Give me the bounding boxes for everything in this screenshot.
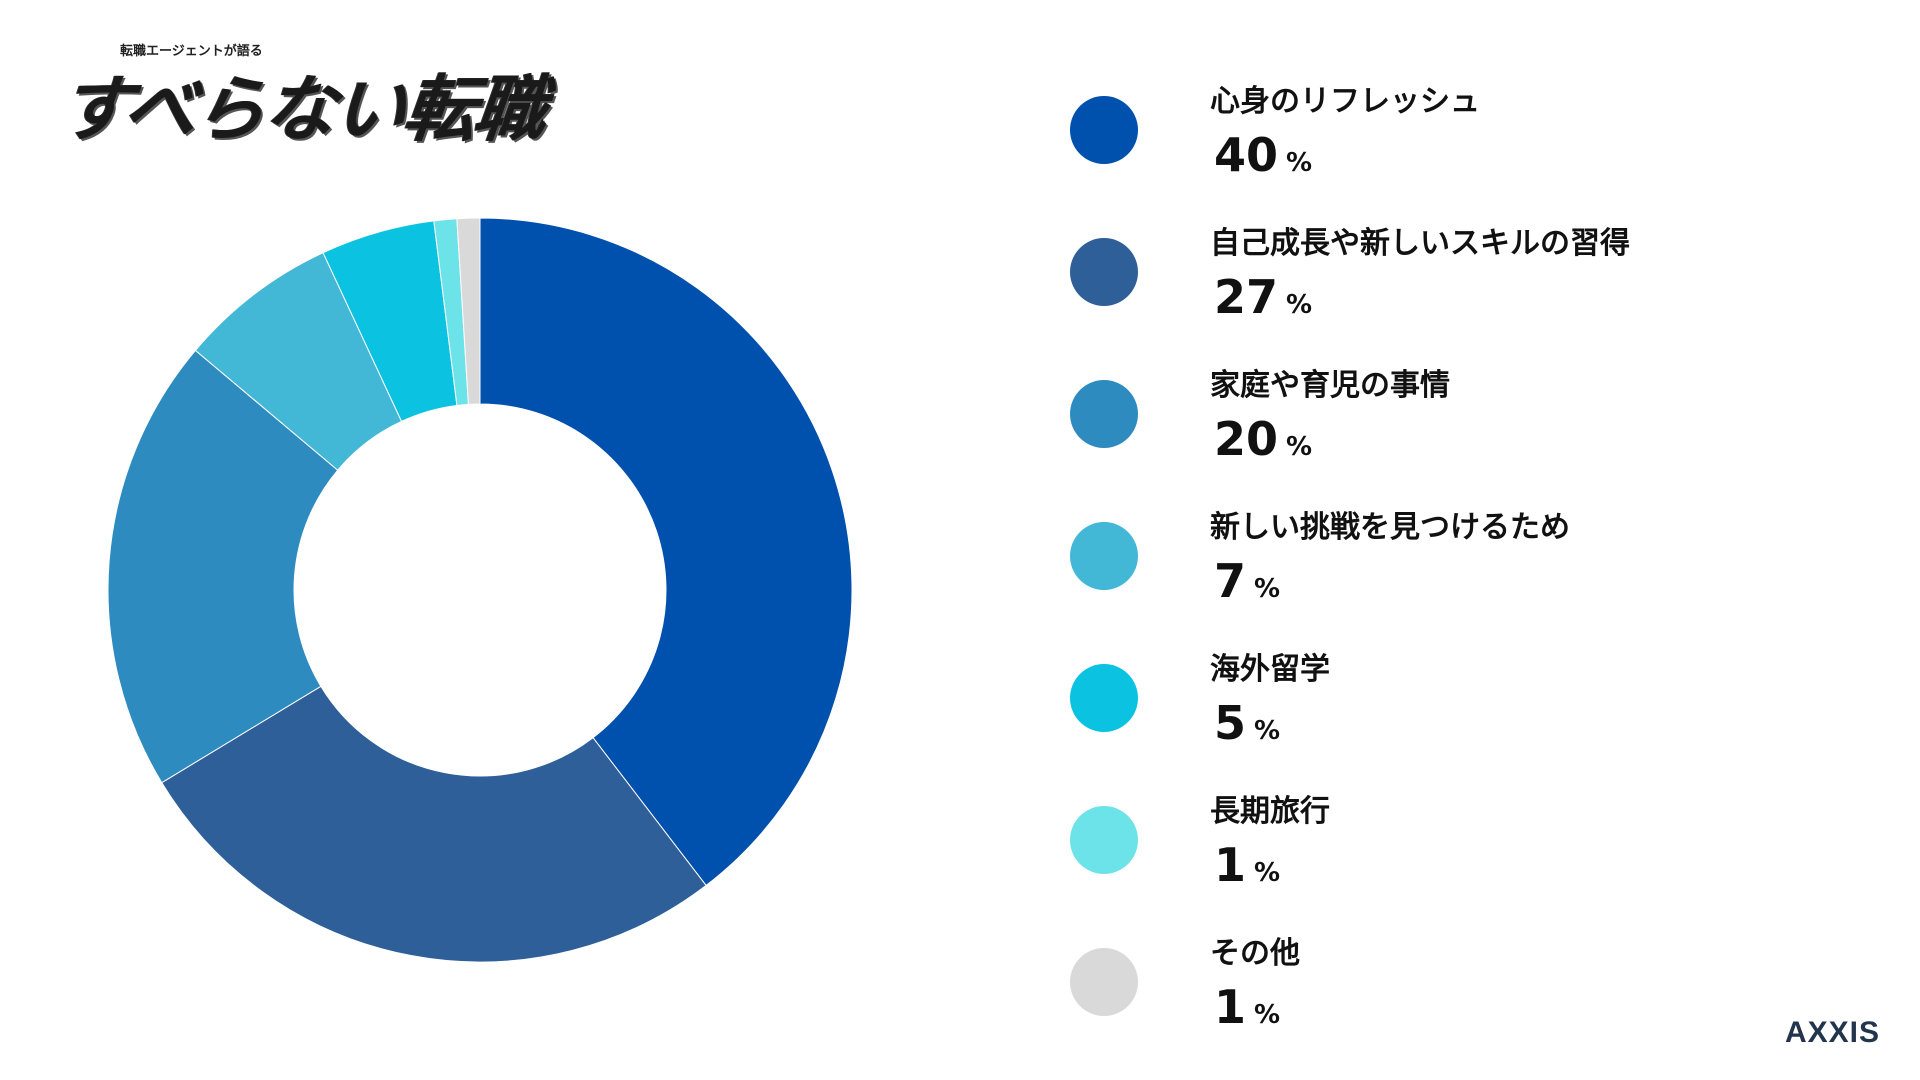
legend-value-number: 1 bbox=[1214, 980, 1247, 1034]
donut-slice-6 bbox=[456, 217, 481, 405]
legend-swatch bbox=[1070, 664, 1138, 732]
legend-value: 1% bbox=[1214, 980, 1280, 1034]
legend-swatch bbox=[1070, 522, 1138, 590]
legend-item-1: 自己成長や新しいスキルの習得 27% bbox=[1070, 212, 1770, 354]
donut-slice-2 bbox=[107, 349, 339, 784]
legend-value: 20% bbox=[1214, 412, 1312, 466]
legend-value: 1% bbox=[1214, 838, 1280, 892]
donut-chart bbox=[107, 217, 853, 963]
legend: 心身のリフレッシュ 40% 自己成長や新しいスキルの習得 27% 家庭や育児の事情 20%… bbox=[1070, 70, 1770, 1064]
legend-value-unit: % bbox=[1286, 432, 1313, 462]
legend-label: 長期旅行 bbox=[1210, 794, 1330, 829]
legend-item-3: 新しい挑戦を見つけるため 7% bbox=[1070, 496, 1770, 638]
legend-label: 家庭や育児の事情 bbox=[1210, 368, 1450, 403]
legend-item-4: 海外留学 5% bbox=[1070, 638, 1770, 780]
donut-slice-0 bbox=[479, 217, 853, 887]
legend-value: 5% bbox=[1214, 696, 1280, 750]
legend-label: 海外留学 bbox=[1210, 652, 1330, 687]
legend-value-unit: % bbox=[1254, 574, 1281, 604]
logo: 転職エージェントが語る すべらない転職 bbox=[55, 40, 549, 151]
brand-logo: AXXIS bbox=[1784, 1016, 1880, 1049]
legend-label: 心身のリフレッシュ bbox=[1210, 84, 1480, 119]
legend-swatch bbox=[1070, 96, 1138, 164]
legend-value: 40% bbox=[1214, 128, 1312, 182]
legend-value-unit: % bbox=[1254, 1000, 1281, 1030]
legend-value-unit: % bbox=[1286, 290, 1313, 320]
legend-swatch bbox=[1070, 380, 1138, 448]
legend-value: 27% bbox=[1214, 270, 1312, 324]
legend-item-5: 長期旅行 1% bbox=[1070, 780, 1770, 922]
legend-label: その他 bbox=[1210, 936, 1300, 971]
legend-value-unit: % bbox=[1254, 858, 1281, 888]
legend-label: 新しい挑戦を見つけるため bbox=[1210, 510, 1570, 545]
legend-value-number: 7 bbox=[1214, 554, 1247, 608]
legend-value-number: 1 bbox=[1214, 838, 1247, 892]
legend-swatch bbox=[1070, 806, 1138, 874]
legend-item-2: 家庭や育児の事情 20% bbox=[1070, 354, 1770, 496]
legend-value-number: 27 bbox=[1214, 270, 1279, 324]
legend-value-number: 20 bbox=[1214, 412, 1279, 466]
donut-slice-1 bbox=[161, 685, 707, 963]
legend-value-number: 5 bbox=[1214, 696, 1247, 750]
legend-value-unit: % bbox=[1286, 148, 1313, 178]
legend-item-0: 心身のリフレッシュ 40% bbox=[1070, 70, 1770, 212]
legend-value-number: 40 bbox=[1214, 128, 1279, 182]
logo-subtitle: 転職エージェントが語る bbox=[120, 44, 263, 59]
legend-item-6: その他 1% bbox=[1070, 922, 1770, 1064]
legend-swatch bbox=[1070, 948, 1138, 1016]
legend-value-unit: % bbox=[1254, 716, 1281, 746]
legend-value: 7% bbox=[1214, 554, 1280, 608]
logo-title: すべらない転職 bbox=[54, 66, 549, 151]
legend-swatch bbox=[1070, 238, 1138, 306]
legend-label: 自己成長や新しいスキルの習得 bbox=[1210, 226, 1630, 261]
